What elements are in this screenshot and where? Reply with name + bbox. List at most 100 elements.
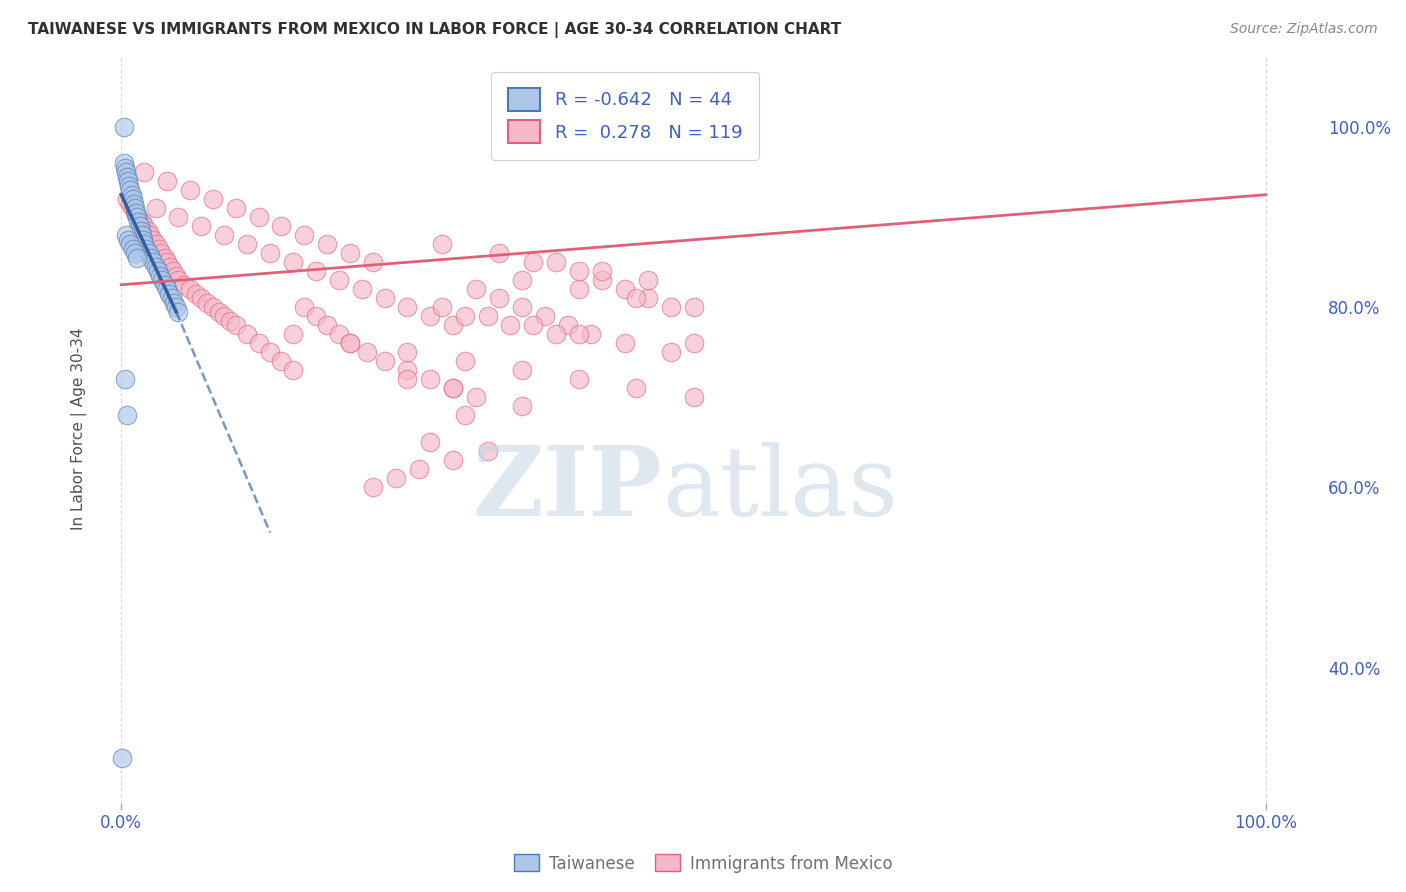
Point: [568, 264, 591, 278]
Point: [225, 318, 247, 333]
Point: [124, 201, 146, 215]
Point: [568, 282, 591, 296]
Point: [396, 372, 419, 386]
Point: [134, 237, 156, 252]
Point: [167, 273, 190, 287]
Point: [613, 282, 636, 296]
Point: [453, 310, 475, 324]
Point: [149, 268, 172, 283]
Point: [637, 273, 659, 287]
Point: [396, 345, 419, 359]
Point: [112, 156, 135, 170]
Point: [162, 264, 184, 278]
Point: [145, 237, 167, 252]
Point: [350, 282, 373, 296]
Point: [682, 300, 704, 314]
Point: [214, 310, 236, 324]
Point: [488, 291, 510, 305]
Point: [546, 255, 568, 269]
Point: [124, 205, 146, 219]
Point: [132, 233, 155, 247]
Point: [114, 372, 136, 386]
Point: [453, 354, 475, 368]
Point: [328, 273, 350, 287]
Point: [145, 201, 167, 215]
Point: [361, 480, 384, 494]
Point: [153, 251, 176, 265]
Point: [201, 192, 224, 206]
Point: [139, 251, 162, 265]
Point: [281, 255, 304, 269]
Point: [441, 453, 464, 467]
Point: [510, 273, 533, 287]
Point: [121, 242, 143, 256]
Point: [122, 196, 145, 211]
Point: [546, 327, 568, 342]
Point: [179, 282, 201, 296]
Point: [477, 444, 499, 458]
Point: [316, 237, 339, 252]
Point: [225, 201, 247, 215]
Point: [441, 381, 464, 395]
Point: [121, 201, 143, 215]
Point: [430, 237, 453, 252]
Point: [385, 471, 408, 485]
Legend: R = -0.642   N = 44, R =  0.278   N = 119: R = -0.642 N = 44, R = 0.278 N = 119: [492, 71, 759, 160]
Point: [127, 211, 149, 225]
Point: [118, 178, 141, 193]
Point: [522, 255, 544, 269]
Text: atlas: atlas: [662, 442, 898, 536]
Point: [136, 224, 159, 238]
Point: [124, 246, 146, 260]
Point: [190, 219, 212, 234]
Point: [247, 336, 270, 351]
Legend: Taiwanese, Immigrants from Mexico: Taiwanese, Immigrants from Mexico: [508, 847, 898, 880]
Point: [292, 300, 315, 314]
Point: [499, 318, 522, 333]
Point: [373, 354, 395, 368]
Point: [259, 246, 281, 260]
Point: [236, 237, 259, 252]
Point: [419, 435, 441, 450]
Point: [134, 165, 156, 179]
Point: [557, 318, 579, 333]
Point: [146, 264, 169, 278]
Point: [121, 187, 143, 202]
Text: ZIP: ZIP: [472, 442, 662, 536]
Point: [115, 409, 138, 423]
Point: [190, 291, 212, 305]
Point: [328, 327, 350, 342]
Point: [591, 273, 613, 287]
Point: [167, 305, 190, 319]
Point: [533, 310, 555, 324]
Point: [131, 228, 153, 243]
Point: [160, 291, 183, 305]
Point: [236, 327, 259, 342]
Point: [305, 310, 328, 324]
Point: [453, 409, 475, 423]
Point: [626, 381, 648, 395]
Text: TAIWANESE VS IMMIGRANTS FROM MEXICO IN LABOR FORCE | AGE 30-34 CORRELATION CHART: TAIWANESE VS IMMIGRANTS FROM MEXICO IN L…: [28, 22, 841, 38]
Point: [419, 310, 441, 324]
Point: [167, 211, 190, 225]
Point: [292, 228, 315, 243]
Point: [156, 282, 179, 296]
Point: [682, 336, 704, 351]
Point: [139, 228, 162, 243]
Point: [179, 183, 201, 197]
Point: [339, 246, 361, 260]
Point: [111, 750, 134, 764]
Point: [115, 169, 138, 184]
Point: [173, 277, 195, 292]
Point: [138, 246, 160, 260]
Point: [510, 300, 533, 314]
Point: [510, 400, 533, 414]
Point: [613, 336, 636, 351]
Point: [131, 215, 153, 229]
Point: [591, 264, 613, 278]
Point: [153, 277, 176, 292]
Point: [117, 233, 139, 247]
Point: [125, 205, 148, 219]
Point: [356, 345, 378, 359]
Point: [682, 390, 704, 404]
